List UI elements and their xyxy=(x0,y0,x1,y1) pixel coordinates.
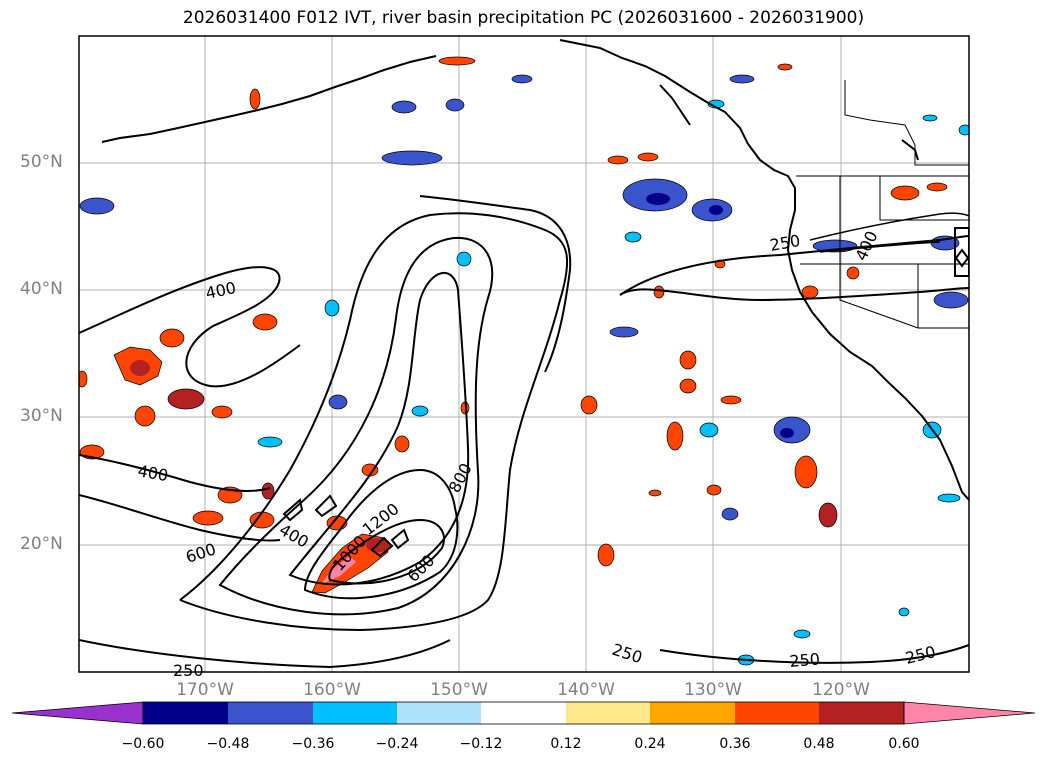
lon-tick-label: 120°W xyxy=(812,680,870,700)
contour-label: 800 xyxy=(445,460,476,496)
colorbar-tick-label: 0.60 xyxy=(888,736,920,752)
contour-label: 250 xyxy=(768,231,801,255)
colorbar-segment xyxy=(481,702,566,724)
colorbar-segment xyxy=(650,702,735,724)
contour-label: 250 xyxy=(610,640,645,668)
colorbar-segment xyxy=(313,702,397,724)
colorbar xyxy=(11,701,1036,725)
map-title: 2026031400 F012 IVT, river basin precipi… xyxy=(182,8,865,28)
colorbar-segment xyxy=(735,702,819,724)
colorbar-tick-label: 0.12 xyxy=(550,736,582,752)
colorbar-tick-label: −0.60 xyxy=(121,736,165,752)
lon-tick-label: 170°W xyxy=(176,680,234,700)
contour-label: 400 xyxy=(276,520,312,552)
lon-tick-label: 160°W xyxy=(303,680,361,700)
ivt-contours xyxy=(79,195,969,669)
positive-pc-areas xyxy=(79,56,948,594)
colorbar-segment xyxy=(397,702,481,724)
colorbar-tick-label: −0.36 xyxy=(291,736,335,752)
colorbar-tick-label: −0.24 xyxy=(375,736,419,752)
lat-tick-label: 40°N xyxy=(20,279,63,299)
contour-label: 400 xyxy=(136,461,169,485)
contour-label: 600 xyxy=(403,551,438,586)
contour-label: 250 xyxy=(789,649,821,671)
contour-label: 400 xyxy=(204,278,238,303)
lat-tick-label: 30°N xyxy=(20,406,63,426)
map-frame xyxy=(78,35,970,673)
ivt-contours-thin xyxy=(809,212,969,253)
lon-tick-label: 140°W xyxy=(557,680,615,700)
contour-label: 600 xyxy=(183,539,218,567)
colorbar-segment xyxy=(566,702,650,724)
colorbar-extend-low xyxy=(11,701,144,725)
contour-label: 250 xyxy=(173,661,204,680)
lon-tick-label: 150°W xyxy=(430,680,488,700)
gridlines xyxy=(79,36,969,672)
lon-tick-label: 130°W xyxy=(684,680,742,700)
lat-tick-label: 50°N xyxy=(20,152,63,172)
colorbar-segment xyxy=(819,702,904,724)
state-borders xyxy=(796,80,969,329)
negative-pc-areas xyxy=(79,74,969,666)
map-panel: 400 400 400 600 1000 1200 800 600 250 25… xyxy=(78,35,970,680)
colorbar-tick-label: −0.12 xyxy=(459,736,503,752)
colorbar-tick-label: 0.48 xyxy=(803,736,835,752)
colorbar-tick-label: 0.24 xyxy=(634,736,666,752)
lat-tick-label: 20°N xyxy=(20,534,63,554)
colorbar-segment xyxy=(143,702,228,724)
colorbar-extend-high xyxy=(903,701,1036,725)
colorbar-tick-label: 0.36 xyxy=(719,736,751,752)
colorbar-tick-label: −0.48 xyxy=(206,736,250,752)
colorbar-segment xyxy=(228,702,313,724)
contour-label: 250 xyxy=(903,642,937,668)
coastlines xyxy=(101,39,969,501)
